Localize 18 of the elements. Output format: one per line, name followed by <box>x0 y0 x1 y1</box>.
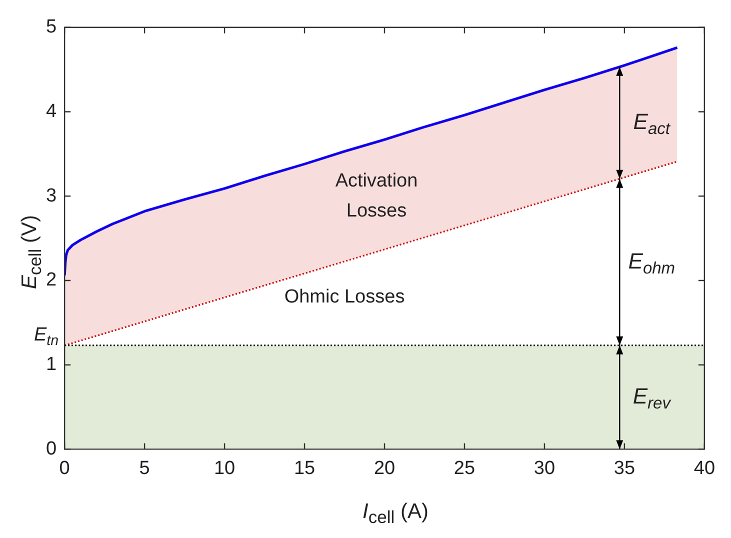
annotation: Activation Losses <box>335 170 418 222</box>
x-tick-label: 15 <box>294 458 316 479</box>
y-tick-label: 4 <box>46 100 57 122</box>
x-tick-label: 25 <box>454 458 476 479</box>
x-tick-label: 5 <box>139 458 150 479</box>
x-tick-label: 0 <box>59 458 70 479</box>
x-tick-label: 35 <box>614 458 636 479</box>
y-tick-label: 2 <box>46 270 57 291</box>
x-tick-label: 10 <box>214 458 236 479</box>
x-tick-label: 20 <box>374 458 396 479</box>
y-tick-label: 3 <box>46 185 57 206</box>
annotation: Ohmic Losses <box>284 286 405 308</box>
x-tick-label: 30 <box>534 458 556 479</box>
y-tick-label: 0 <box>46 438 57 460</box>
x-tick-label: 40 <box>694 458 716 479</box>
x-axis-title: I$_{cell}$ (A) <box>362 500 430 528</box>
y-tick-label: 5 <box>46 16 57 38</box>
y-tick-label: 1 <box>46 354 57 376</box>
